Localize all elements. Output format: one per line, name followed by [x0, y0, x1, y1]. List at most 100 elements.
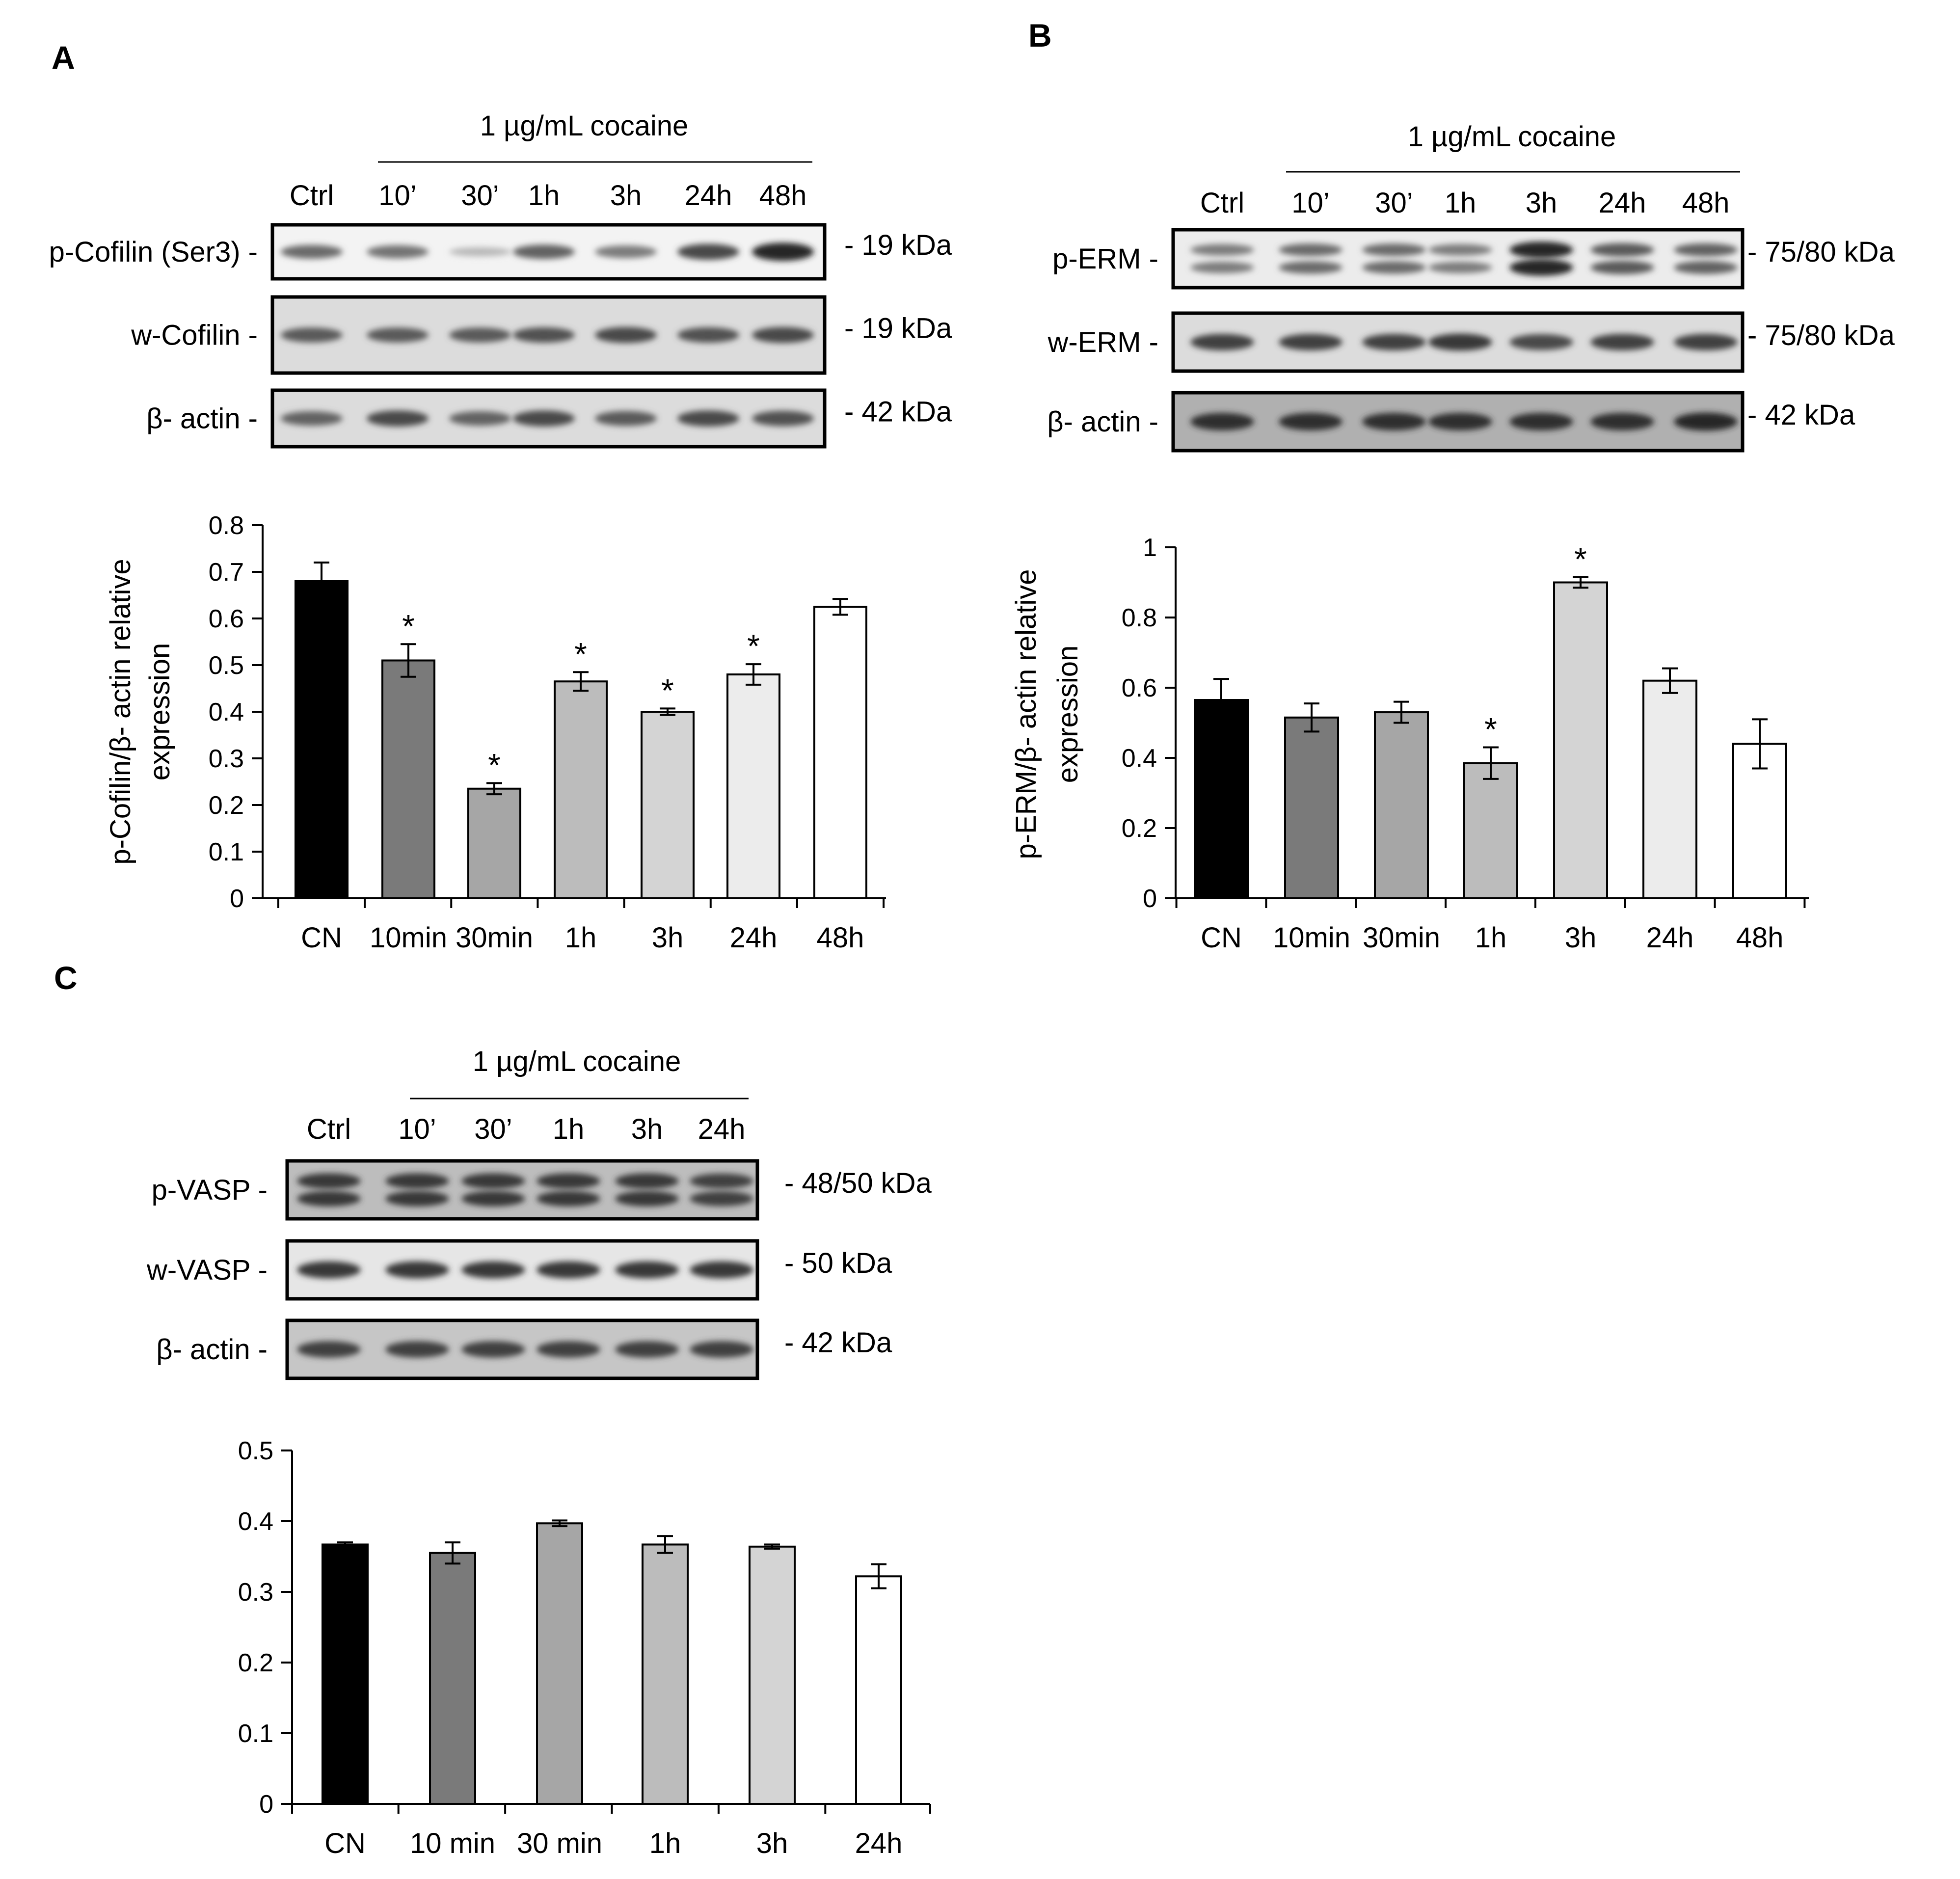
blot-band [615, 1173, 679, 1189]
blot-band [385, 1261, 449, 1279]
bar [381, 659, 435, 899]
lane-label: 1h [1445, 187, 1477, 219]
y-tick-label: 0.3 [238, 1578, 273, 1607]
lane-label: Ctrl [1200, 187, 1244, 219]
blot-band [1590, 334, 1654, 350]
x-tick-label: 24h [730, 922, 778, 954]
blot-kda-label: - 19 kDa [844, 229, 952, 261]
x-tick-label: 30 min [517, 1827, 602, 1859]
blot-band [537, 1261, 600, 1279]
blot-band [677, 243, 739, 260]
x-tick-label: 1h [649, 1827, 681, 1859]
lane-label: 1h [528, 180, 560, 212]
y-tick-label: 0.2 [209, 791, 244, 820]
bar-chart-panel-c: 0 0.1 0.2 0.3 0.4 0.5 CN 10 min 30 min 1h 3h 24h [238, 1437, 931, 1859]
significance-star: * [661, 672, 674, 708]
lane-label: 48h [1682, 187, 1730, 219]
blot-label: p-ERM - [1052, 243, 1158, 275]
y-tick-label: 0.4 [238, 1507, 273, 1536]
blot-band [537, 1191, 600, 1207]
blot-band [367, 327, 429, 343]
x-tick-label: CN [324, 1827, 366, 1859]
blot-label: β- actin - [156, 1334, 268, 1366]
lane-label: 30’ [461, 180, 499, 212]
blot-band [677, 327, 739, 343]
bar [641, 711, 695, 899]
blot-band [1362, 261, 1426, 274]
x-tick-label: CN [1201, 922, 1242, 954]
treatment-label: 1 µg/mL cocaine [473, 1046, 681, 1077]
y-tick-label: 0 [1143, 885, 1157, 913]
lane-label: 24h [685, 180, 732, 212]
bar [1374, 711, 1429, 900]
y-tick-label: 0.8 [1122, 604, 1157, 632]
blot-band [537, 1341, 600, 1358]
x-tick-label: 1h [565, 922, 597, 954]
blot-panel-a-2: w-Cofilin - - 19 kDa [131, 295, 952, 375]
significance-star: * [747, 628, 760, 664]
blot-band [1428, 333, 1492, 351]
blot-band [1674, 261, 1738, 274]
blot-label: β- actin - [146, 403, 258, 435]
blot-band [513, 244, 575, 259]
blot-band [297, 1173, 361, 1189]
x-tick-label: 10 min [410, 1827, 495, 1859]
bar [1463, 762, 1518, 899]
blot-band [1674, 412, 1738, 431]
blot-kda-label: - 19 kDa [844, 313, 952, 345]
blot-band [281, 411, 343, 426]
y-tick-label: 0.2 [238, 1649, 273, 1677]
y-tick-label: 0.4 [1122, 744, 1157, 773]
significance-star: * [1574, 541, 1587, 577]
blot-band [1362, 243, 1426, 256]
blot-band [1428, 244, 1492, 256]
blot-band [1509, 334, 1573, 350]
bar [813, 606, 867, 899]
significance-star: * [1484, 711, 1497, 748]
blot-band [1362, 334, 1426, 350]
blot-band [615, 1341, 679, 1358]
panel-c-header: C 1 µg/mL cocaine Ctrl 10’ 30’ 1h 3h 24h [54, 960, 749, 1145]
blot-kda-label: - 42 kDa [1747, 399, 1855, 431]
x-tick-label: 24h [1646, 922, 1694, 954]
y-tick-label: 0.6 [209, 605, 244, 633]
significance-star: * [574, 636, 587, 672]
lane-label: 10’ [378, 180, 416, 212]
panel-letter: A [52, 39, 75, 76]
blot-label: w-ERM - [1047, 326, 1158, 358]
lane-label: 24h [1599, 187, 1646, 219]
bar [1194, 699, 1249, 900]
y-axis-label: expression [1052, 645, 1084, 783]
blot-band [690, 1191, 753, 1207]
bar [855, 1575, 902, 1805]
bar [749, 1545, 796, 1805]
blot-band [1190, 244, 1254, 256]
bar [554, 680, 608, 899]
y-tick-label: 0.4 [209, 698, 244, 726]
blot-band [1190, 413, 1254, 430]
bar [726, 673, 780, 899]
blot-panel-c-1: p-VASP - - 48/50 kDa [152, 1159, 932, 1221]
lane-label: 3h [631, 1113, 663, 1145]
blot-panel-a-1: p-Cofilin (Ser3) - - 19 kDa [49, 223, 952, 281]
lane-label: 10’ [1291, 187, 1329, 219]
y-axis-label: p-ERM/β- actin relative [1010, 569, 1042, 859]
blot-band [297, 1261, 361, 1279]
blot-band [367, 245, 429, 259]
blot-band [461, 1261, 525, 1279]
blot-band [752, 410, 814, 427]
blot-band [367, 410, 429, 427]
blot-label: β- actin - [1047, 406, 1158, 438]
blot-band [595, 245, 657, 258]
panel-a-header: A 1 µg/mL cocaine Ctrl 10’ 30’ 1h 3h 24h 48h [52, 39, 812, 212]
blot-panel-b-3: β- actin - - 42 kDa [1047, 391, 1855, 453]
blot-band [1279, 261, 1342, 274]
blot-band [1509, 242, 1573, 258]
blot-band [281, 244, 343, 259]
blot-band [461, 1191, 525, 1207]
bar [322, 1543, 369, 1805]
y-tick-label: 0 [230, 885, 244, 913]
y-tick-label: 0.5 [209, 651, 244, 680]
y-tick-label: 0.7 [209, 558, 244, 587]
y-tick-label: 0 [259, 1790, 273, 1819]
